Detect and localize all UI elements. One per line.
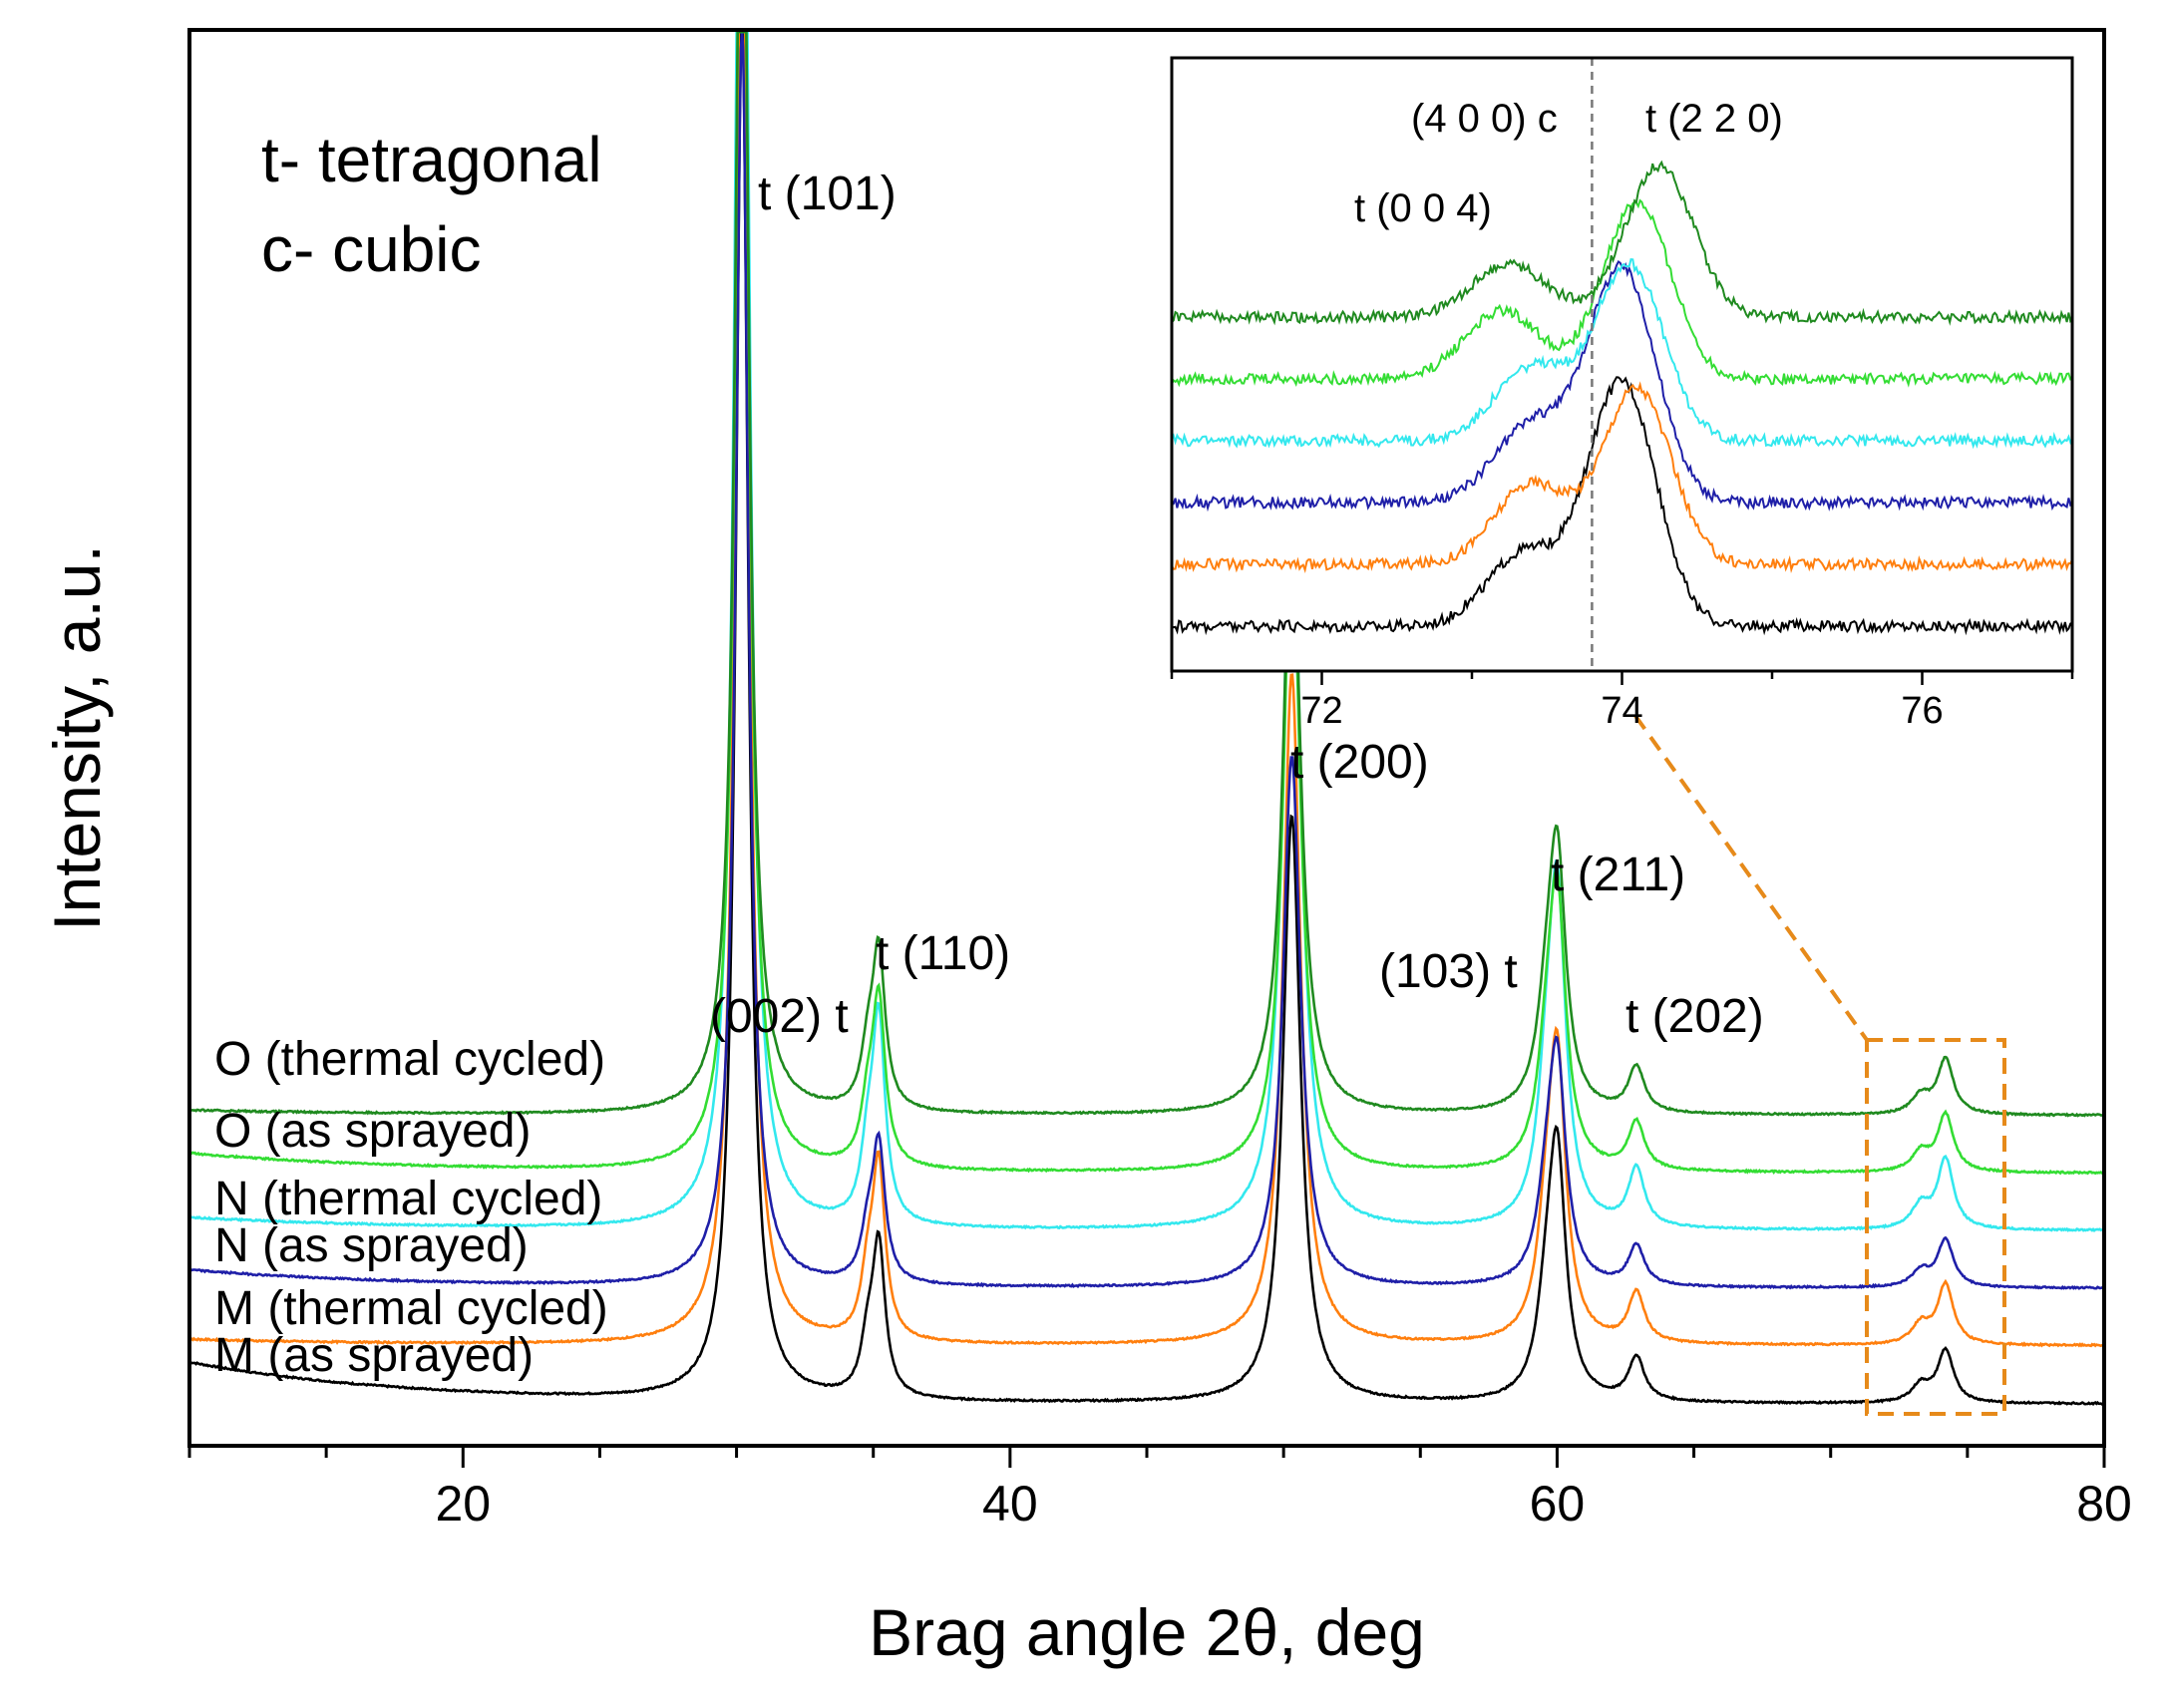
- note-cubic: c- cubic: [261, 213, 482, 285]
- inset-x-tick-label: 72: [1300, 690, 1342, 732]
- inset-series-line-3: [1171, 258, 2073, 450]
- zoom-connector-line: [1633, 714, 1869, 1042]
- series-label-m-thermal: M (thermal cycled): [214, 1282, 608, 1335]
- main-series-line-4: [188, 30, 2105, 1176]
- inset-background: [1172, 58, 2072, 671]
- inset-x-tick-label: 74: [1601, 690, 1642, 732]
- main-traces: [188, 29, 2105, 1406]
- zoom-region-box: [1865, 1038, 2006, 1416]
- peak-label-t211: t (211): [1551, 849, 1685, 901]
- main-x-tick-label: 80: [2076, 1476, 2132, 1532]
- main-series-line-1: [188, 30, 2105, 1348]
- main-series-line-0: [188, 29, 2105, 1406]
- main-plot: 20 40 60 80 t (101) (002) t t (110) t (200)…: [40, 28, 2132, 1669]
- main-x-tick-label: 40: [982, 1476, 1038, 1532]
- series-label-o-sprayed: O (as sprayed): [214, 1105, 531, 1158]
- series-label-n-sprayed: N (as sprayed): [214, 1219, 529, 1272]
- inset-series-line-0: [1171, 376, 2073, 636]
- inset-x-tick-label: 76: [1901, 690, 1943, 732]
- peak-label-002t: (002) t: [710, 990, 849, 1043]
- series-label-o-thermal: O (thermal cycled): [214, 1033, 605, 1086]
- inset-x-ticks: 72 74 76: [1170, 671, 2074, 732]
- inset-series-line-1: [1171, 381, 2073, 574]
- main-x-ticks: 20 40 60 80: [187, 1446, 2132, 1532]
- note-tetragonal: t- tetragonal: [261, 124, 602, 195]
- peak-label-t200: t (200): [1290, 736, 1429, 789]
- peak-label-t202: t (202): [1625, 990, 1764, 1043]
- inset-traces: [1171, 160, 2073, 636]
- x-axis-label: Brag angle 2θ, deg: [869, 1595, 1425, 1669]
- main-series-line-5: [188, 30, 2105, 1118]
- series-label-m-sprayed: M (as sprayed): [214, 1329, 534, 1382]
- inset-plot: 72 74 76 (4 0 0) c t (2 2 0) t (0 0 4): [1170, 56, 2074, 732]
- inset-label-t004: t (0 0 4): [1354, 186, 1492, 230]
- series-label-n-thermal: N (thermal cycled): [214, 1173, 602, 1225]
- peak-label-t110: t (110): [876, 927, 1010, 980]
- y-axis-label: Intensity, a.u.: [40, 544, 114, 931]
- main-series-line-2: [188, 31, 2105, 1290]
- peak-label-103t: (103) t: [1379, 945, 1518, 998]
- main-x-tick-label: 60: [1530, 1476, 1586, 1532]
- main-x-tick-label: 20: [435, 1476, 491, 1532]
- inset-series-line-5: [1171, 160, 2073, 326]
- inset-series-line-4: [1171, 198, 2073, 388]
- peak-label-t101: t (101): [758, 168, 897, 220]
- inset-label-400c: (4 0 0) c: [1411, 97, 1558, 141]
- main-series-line-3: [188, 30, 2105, 1233]
- inset-label-t220: t (2 2 0): [1645, 97, 1783, 141]
